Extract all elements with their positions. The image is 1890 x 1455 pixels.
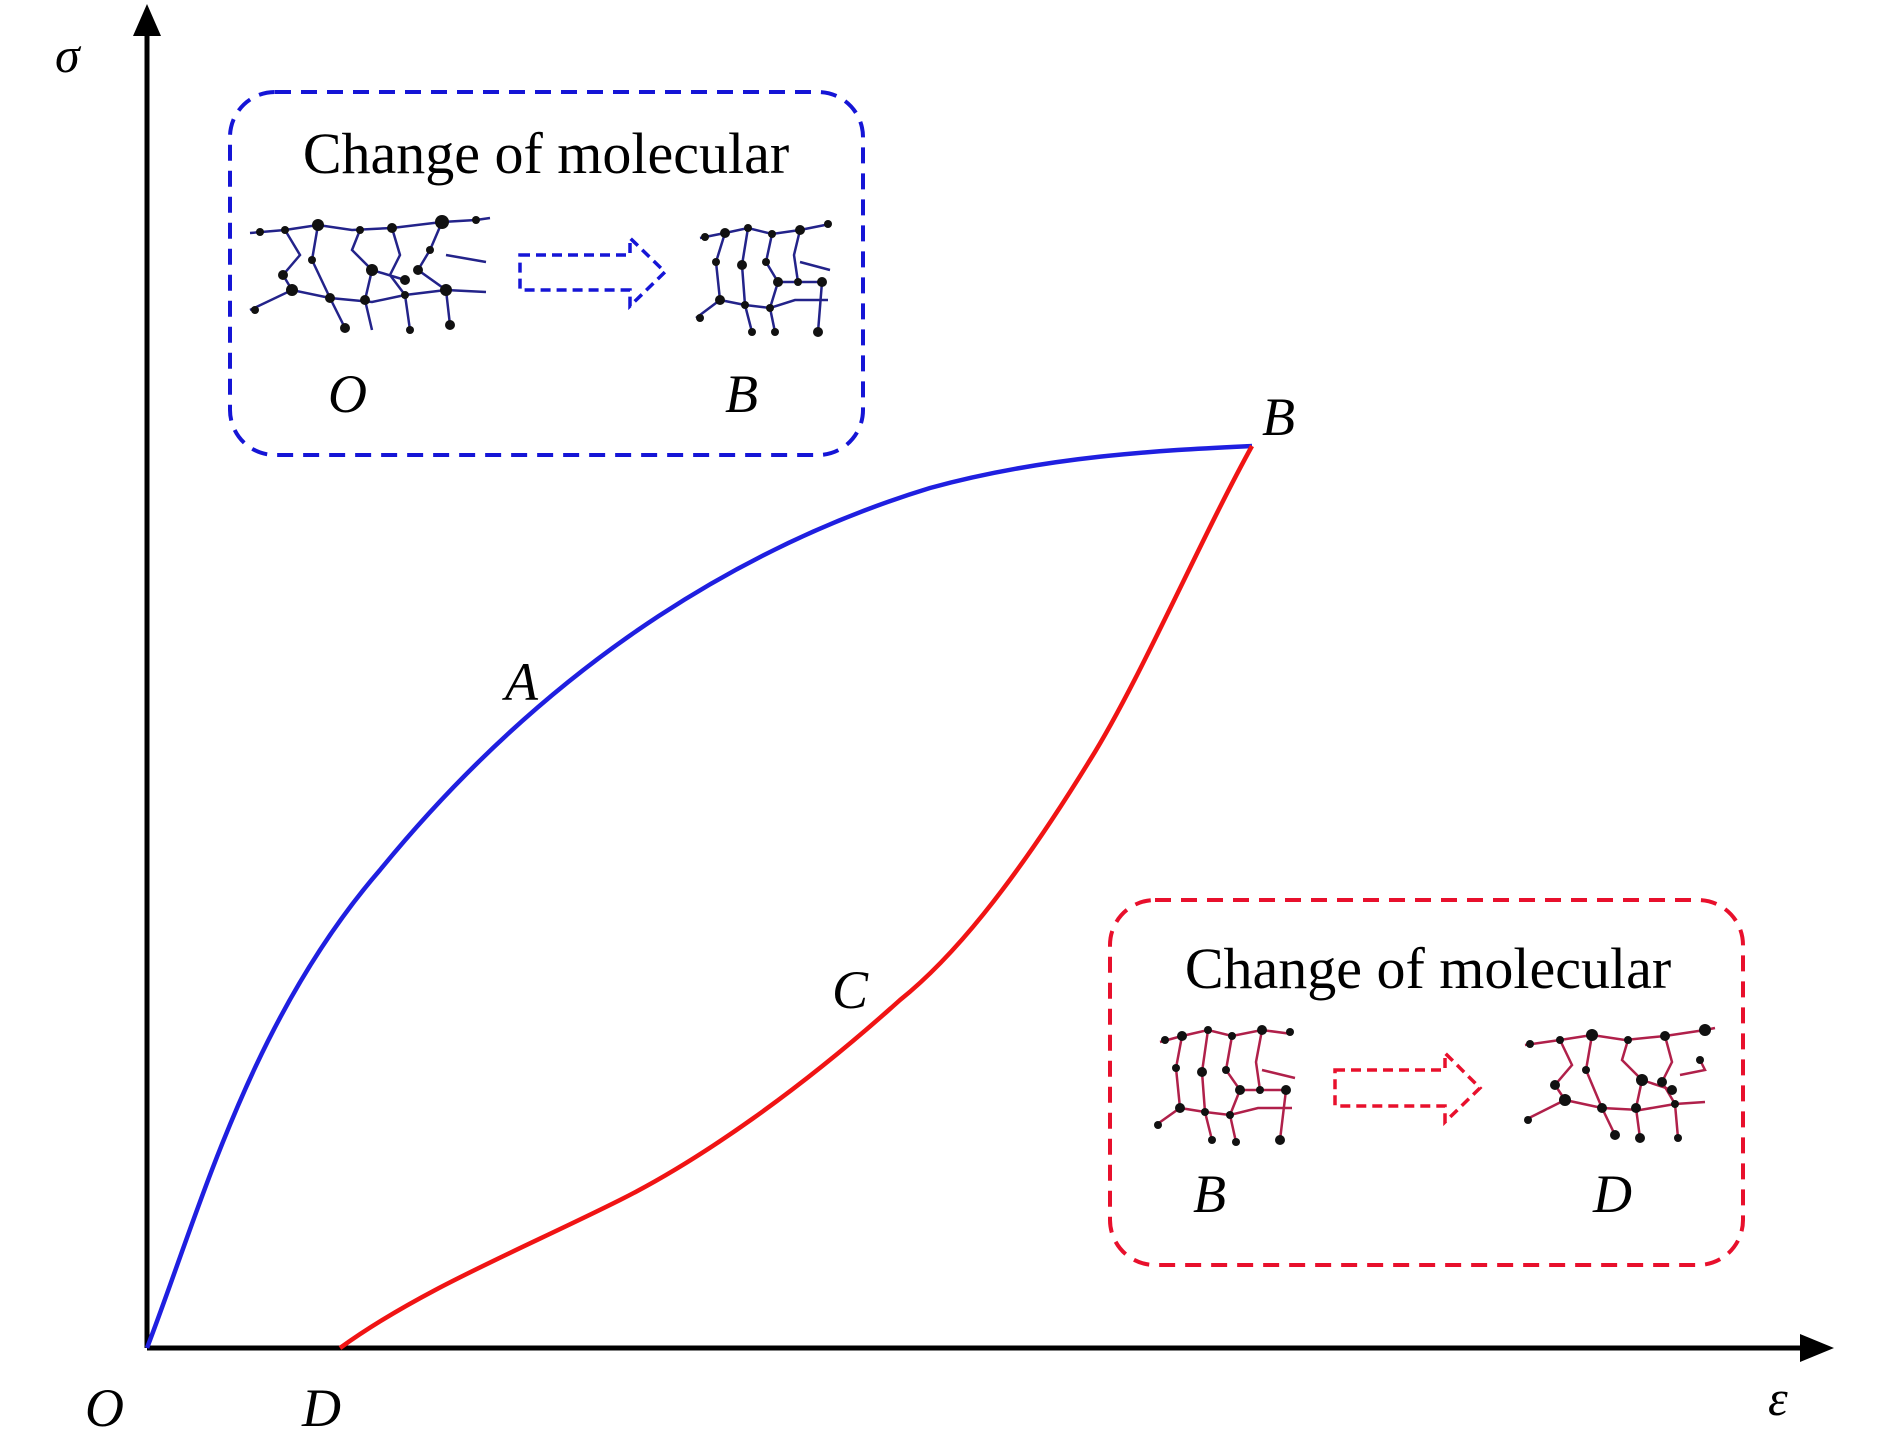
inset-unloading-arrow-icon [1333,1048,1483,1127]
unloading-curve [338,444,1254,1350]
inset-loading-frame [228,90,865,457]
inset-loading: Change of molecular [228,90,865,457]
molecule-nodes-b-red [1154,1025,1294,1146]
molecule-network-b-icon [695,222,831,333]
y-axis-label: σ [55,27,82,83]
inset-loading-from-label: O [328,364,367,424]
inset-unloading-from-label: B [1193,1164,1226,1224]
x-axis-label: ε [1768,1370,1788,1426]
origin-label: O [85,1378,124,1438]
loading-curve [144,443,1253,1349]
inset-unloading: Change of molecular [1108,898,1745,1267]
point-label-c: C [832,960,869,1020]
axes: σ ε O [55,4,1834,1438]
inset-loading-arrow-icon [518,233,668,311]
molecule-network-b-red-icon [1155,1028,1296,1143]
molecule-nodes-d-red [1524,1024,1711,1143]
inset-loading-title: Change of molecular [303,121,789,186]
point-label-b: B [1262,387,1295,447]
inset-unloading-to-label: D [1592,1164,1632,1224]
inset-unloading-frame [1108,898,1745,1267]
y-axis-arrowhead [133,4,161,36]
molecule-nodes-b [696,220,832,337]
point-label-d: D [301,1378,341,1438]
x-axis-arrowhead [1800,1334,1834,1362]
molecule-nodes-o [251,215,480,334]
inset-loading-to-label: B [725,364,758,424]
point-label-a: A [502,652,539,712]
inset-unloading-title: Change of molecular [1185,936,1671,1001]
